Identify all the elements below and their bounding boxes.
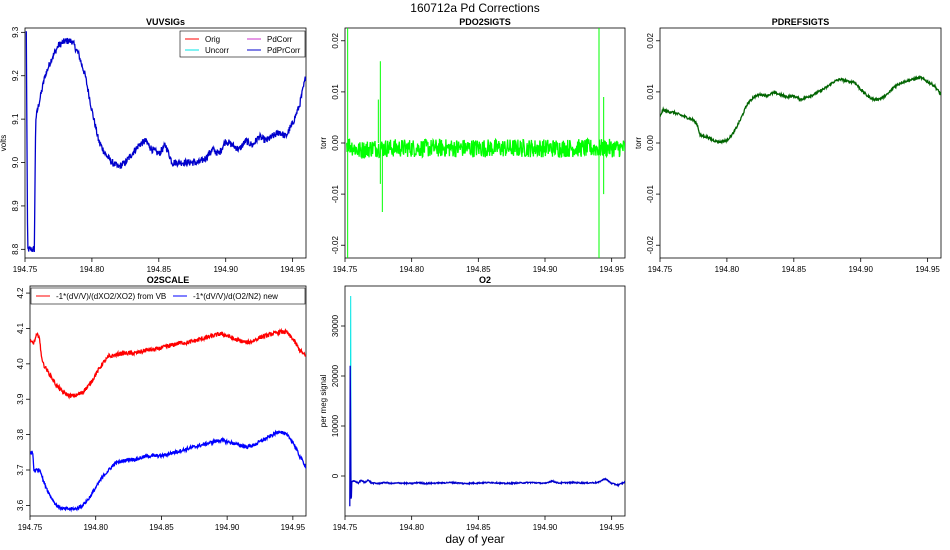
x-tick-label-o2: 194.90 (533, 523, 558, 532)
legend-label-o2scale: -1*(dV/V)/d(O2/N2) new (193, 292, 278, 301)
x-tick-label-pdo2sigts: 194.90 (533, 265, 558, 274)
y-tick-label-pdo2sigts: 0.01 (331, 84, 340, 100)
plot-frame-pdrefsigts (659, 27, 942, 259)
y-tick-label-pdrefsigts: 0.02 (646, 32, 655, 48)
series-line-o2-1 (349, 365, 625, 507)
y-tick-label-o2scale: 3.7 (16, 464, 25, 476)
x-tick-label-vuvsigs: 194.80 (80, 265, 105, 274)
x-tick-label-o2scale: 194.75 (18, 523, 43, 532)
y-tick-label-vuvsigs: 9.3 (11, 26, 20, 38)
panel-pdrefsigts: PDREFSIGTS 194.75 194.80 194.85 194.90 194.95… (634, 17, 942, 274)
panel-o2scale: O2SCALE 194.75 194.80 194.85 194.90 194.95 3.6… (16, 275, 307, 532)
y-tick-label-o2scale: 3.8 (16, 429, 25, 441)
x-tick-label-o2scale: 194.90 (215, 523, 240, 532)
y-tick-label-vuvsigs: 9.0 (11, 156, 20, 168)
x-tick-label-pdo2sigts: 194.80 (399, 265, 424, 274)
x-tick-label-pdrefsigts: 194.90 (848, 265, 873, 274)
legend-label-vuvsigs: PdPrCorr (267, 46, 301, 55)
legend-vuvsigs: Orig Uncorr PdCorr PdPrCorr (179, 30, 306, 58)
x-tick-label-vuvsigs: 194.95 (280, 265, 305, 274)
series-line-vuvsigs-0 (25, 31, 306, 253)
y-axis-label-o2: per meg signal (319, 375, 328, 428)
y-tick-label-o2scale: 3.9 (16, 393, 25, 405)
x-tick-label-pdrefsigts: 194.85 (782, 265, 807, 274)
legend-label-vuvsigs: PdCorr (267, 35, 293, 44)
y-tick-label-pdo2sigts: 0.02 (331, 32, 340, 48)
y-tick-label-o2: 0 (331, 473, 340, 478)
series-line-o2scale-1 (30, 429, 306, 513)
x-tick-label-pdrefsigts: 194.95 (915, 265, 940, 274)
x-tick-label-pdrefsigts: 194.80 (715, 265, 740, 274)
x-tick-label-pdo2sigts: 194.75 (333, 265, 358, 274)
x-tick-label-o2scale: 194.95 (281, 523, 306, 532)
y-tick-label-pdo2sigts: 0.00 (331, 135, 340, 151)
legend-box-o2scale (30, 287, 306, 305)
y-tick-label-pdrefsigts: 0.01 (646, 84, 655, 100)
plot-frame-o2scale (29, 285, 307, 517)
plot-frame-vuvsigs (24, 27, 307, 259)
x-tick-label-o2scale: 194.85 (149, 523, 174, 532)
x-tick-label-o2: 194.95 (599, 523, 624, 532)
plot-area-vuvsigs (25, 31, 306, 253)
chart-panels: VUVSIGs 194.75 194.80 194.85 194.90 194.95 8.8… (0, 17, 942, 532)
y-tick-label-vuvsigs: 8.9 (11, 200, 20, 212)
chart-title-o2: O2 (479, 275, 491, 285)
y-tick-label-pdrefsigts: 0.00 (646, 135, 655, 151)
series-line-pdo2sigts-0 (346, 137, 625, 159)
y-tick-label-o2: 20000 (331, 364, 340, 387)
x-tick-label-vuvsigs: 194.85 (147, 265, 172, 274)
y-tick-label-o2: 10000 (331, 414, 340, 437)
y-axis-label-pdo2sigts: torr (319, 137, 328, 149)
legend-label-vuvsigs: Uncorr (205, 46, 229, 55)
legend-label-o2scale: -1*(dV/V)/(dXO2/XO2) from VB (56, 292, 166, 301)
plot-area-o2scale (30, 327, 306, 513)
x-tick-label-pdo2sigts: 194.95 (599, 265, 624, 274)
chart-title-o2scale: O2SCALE (147, 275, 190, 285)
plot-area-pdrefsigts (660, 74, 941, 145)
y-tick-label-o2scale: 3.6 (16, 499, 25, 511)
y-tick-label-o2: 30000 (331, 314, 340, 337)
figure-title: 160712a Pd Corrections (410, 1, 539, 15)
y-axis-label-pdrefsigts: torr (634, 137, 643, 149)
y-axis-label-vuvsigs: volts (0, 135, 8, 151)
chart-title-vuvsigs: VUVSIGs (146, 17, 185, 27)
y-tick-label-vuvsigs: 8.8 (11, 243, 20, 255)
plot-area-pdo2sigts (346, 28, 625, 258)
x-tick-label-pdo2sigts: 194.85 (466, 265, 491, 274)
y-tick-label-o2scale: 4.2 (16, 287, 25, 299)
y-tick-label-pdrefsigts: -0.02 (646, 236, 655, 255)
figure-xlabel: day of year (445, 532, 504, 546)
y-tick-label-vuvsigs: 9.1 (11, 113, 20, 125)
x-tick-label-o2: 194.80 (399, 523, 424, 532)
x-tick-label-vuvsigs: 194.75 (13, 265, 38, 274)
chart-title-pdo2sigts: PDO2SIGTS (459, 17, 511, 27)
y-tick-label-o2scale: 4.0 (16, 358, 25, 370)
plot-frame-o2 (344, 285, 626, 517)
y-tick-label-pdo2sigts: -0.01 (331, 184, 340, 203)
legend-o2scale: -1*(dV/V)/(dXO2/XO2) from VB -1*(dV/V)/d(… (30, 287, 306, 305)
x-tick-label-vuvsigs: 194.90 (213, 265, 238, 274)
legend-label-vuvsigs: Orig (205, 35, 220, 44)
y-tick-label-vuvsigs: 9.2 (11, 70, 20, 82)
x-tick-label-o2: 194.85 (466, 523, 491, 532)
panel-o2: O2 194.75 194.80 194.85 194.90 194.95 0 10000 20… (319, 275, 626, 532)
plot-area-o2 (349, 295, 625, 507)
x-tick-label-pdrefsigts: 194.75 (648, 265, 673, 274)
x-tick-label-o2: 194.75 (333, 523, 358, 532)
x-tick-label-o2scale: 194.80 (83, 523, 108, 532)
panel-vuvsigs: VUVSIGs 194.75 194.80 194.85 194.90 194.95 8.8… (0, 17, 307, 274)
series-line-pdrefsigts-0 (660, 74, 941, 145)
y-tick-label-pdrefsigts: -0.01 (646, 184, 655, 203)
panel-pdo2sigts: PDO2SIGTS 194.75 194.80 194.85 194.90 194.95 -… (319, 17, 626, 274)
chart-title-pdrefsigts: PDREFSIGTS (772, 17, 830, 27)
legend-box-vuvsigs (179, 30, 306, 58)
y-tick-label-pdo2sigts: -0.02 (331, 236, 340, 255)
series-line-o2scale-0 (30, 327, 306, 400)
y-tick-label-o2scale: 4.1 (16, 322, 25, 334)
